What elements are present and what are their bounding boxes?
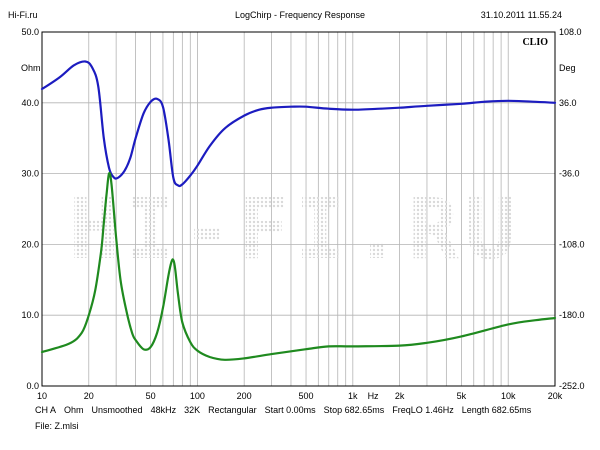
y-right-tick-label: -108.0 (559, 239, 585, 249)
y-right-unit-label: Deg (559, 63, 576, 73)
axis-labels: 50.0 40.0 30.0 20.0 10.0 0.0 108.0 36.0 -36.0 -10… (21, 27, 585, 401)
y-left-unit-label: Ohm (21, 63, 41, 73)
x-tick-label: 200 (237, 391, 252, 401)
x-tick-label: 100 (190, 391, 205, 401)
series-layer (40, 60, 557, 361)
x-tick-label: 1k (348, 391, 358, 401)
measurement-param: Unsmoothed (91, 405, 143, 415)
measurement-param: Length 682.65ms (461, 405, 532, 415)
measurement-param: Stop 682.65ms (323, 405, 385, 415)
y-left-tick-label: 0.0 (26, 381, 39, 391)
y-right-tick-label: -36.0 (559, 169, 580, 179)
header-timestamp: 31.10.2011 11.55.24 (480, 10, 562, 20)
impedance-line (40, 171, 557, 361)
watermark: HI-FI.RU (69, 180, 522, 278)
magnitude-phase-line (40, 60, 557, 188)
header-source: Hi-Fi.ru (8, 10, 38, 20)
file-name: File: Z.mlsi (35, 421, 79, 431)
measurement-param: Start 0.00ms (264, 405, 316, 415)
measurement-param: 32K (184, 405, 201, 415)
plot-frame (41, 31, 556, 387)
y-left-tick-label: 20.0 (21, 239, 39, 249)
measurement-param: 48kHz (150, 405, 177, 415)
measurement-param: Ohm (64, 405, 84, 415)
y-right-tick-label: 108.0 (559, 27, 582, 37)
grid-lines (42, 32, 555, 386)
x-tick-label: 20 (84, 391, 94, 401)
y-left-tick-label: 30.0 (21, 169, 39, 179)
measurement-param: Rectangular (208, 405, 257, 415)
x-tick-label: 10k (501, 391, 516, 401)
x-tick-label: 10 (37, 391, 47, 401)
measurement-param: CH A (35, 405, 57, 415)
measurement-param: FreqLO 1.46Hz (392, 405, 454, 415)
header-title: LogChirp - Frequency Response (234, 10, 366, 20)
x-tick-label: 20k (548, 391, 563, 401)
x-tick-label: 2k (395, 391, 405, 401)
measurement-params: CH A Ohm Unsmoothed 48kHz 32K Rectangular Star… (35, 405, 539, 415)
y-right-tick-label: -180.0 (559, 310, 585, 320)
x-tick-label: 500 (299, 391, 314, 401)
clio-logo: CLIO (522, 37, 548, 48)
y-left-tick-label: 40.0 (21, 98, 39, 108)
x-tick-label: 5k (457, 391, 467, 401)
x-unit-label: Hz (368, 391, 379, 401)
y-left-tick-label: 10.0 (21, 310, 39, 320)
y-left-tick-label: 50.0 (21, 27, 39, 37)
y-right-tick-label: 36.0 (559, 98, 577, 108)
x-tick-label: 50 (146, 391, 156, 401)
y-right-tick-label: -252.0 (559, 381, 585, 391)
